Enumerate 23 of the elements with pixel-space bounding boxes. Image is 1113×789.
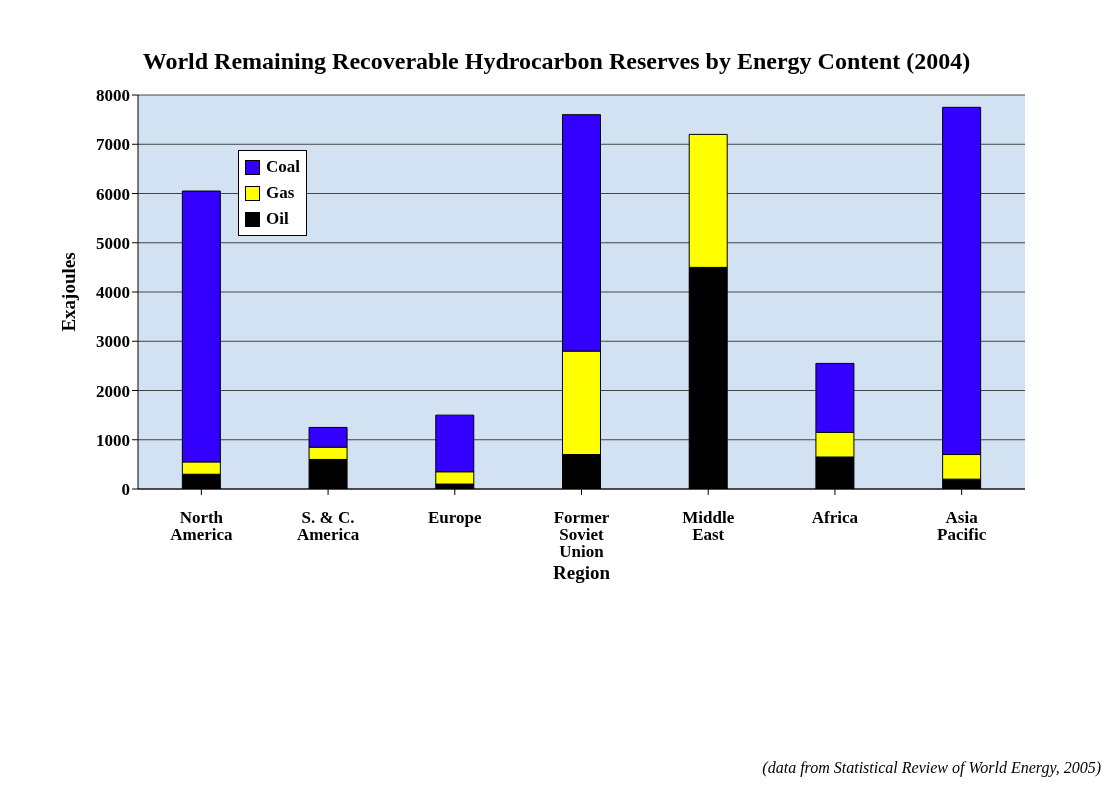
- y-tick-label: 5000: [96, 233, 130, 253]
- y-axis-title: Exajoules: [57, 252, 79, 332]
- x-tick-label: Asia Pacific: [937, 508, 987, 545]
- legend-label: Coal: [266, 156, 300, 178]
- x-tick-label: Middle East: [682, 508, 735, 545]
- y-tick-label: 0: [121, 480, 130, 500]
- y-tick-label: 7000: [96, 135, 130, 155]
- x-tick-label: Former Soviet Union: [553, 508, 610, 562]
- y-tick-label: 4000: [96, 283, 130, 303]
- x-tick-label: Europe: [428, 508, 482, 528]
- y-tick-label: 2000: [96, 381, 130, 401]
- y-tick-label: 1000: [96, 430, 130, 450]
- x-axis-title: Region: [553, 562, 611, 583]
- legend-label: Gas: [266, 182, 295, 204]
- y-tick-label: 8000: [96, 86, 130, 106]
- legend-label: Oil: [266, 208, 289, 230]
- y-tick-label: 6000: [96, 184, 130, 204]
- text: (data from Statistical Review of World Energy, 2005): [762, 759, 1101, 777]
- y-tick-label: 3000: [96, 332, 130, 352]
- x-tick-label: S. & C. America: [296, 508, 360, 545]
- chart-title: World Remaining Recoverable Hydrocarbon Reserves by Energy Content (2004): [141, 47, 972, 75]
- x-tick-label: Africa: [811, 508, 859, 528]
- x-tick-label: North America: [170, 508, 233, 545]
